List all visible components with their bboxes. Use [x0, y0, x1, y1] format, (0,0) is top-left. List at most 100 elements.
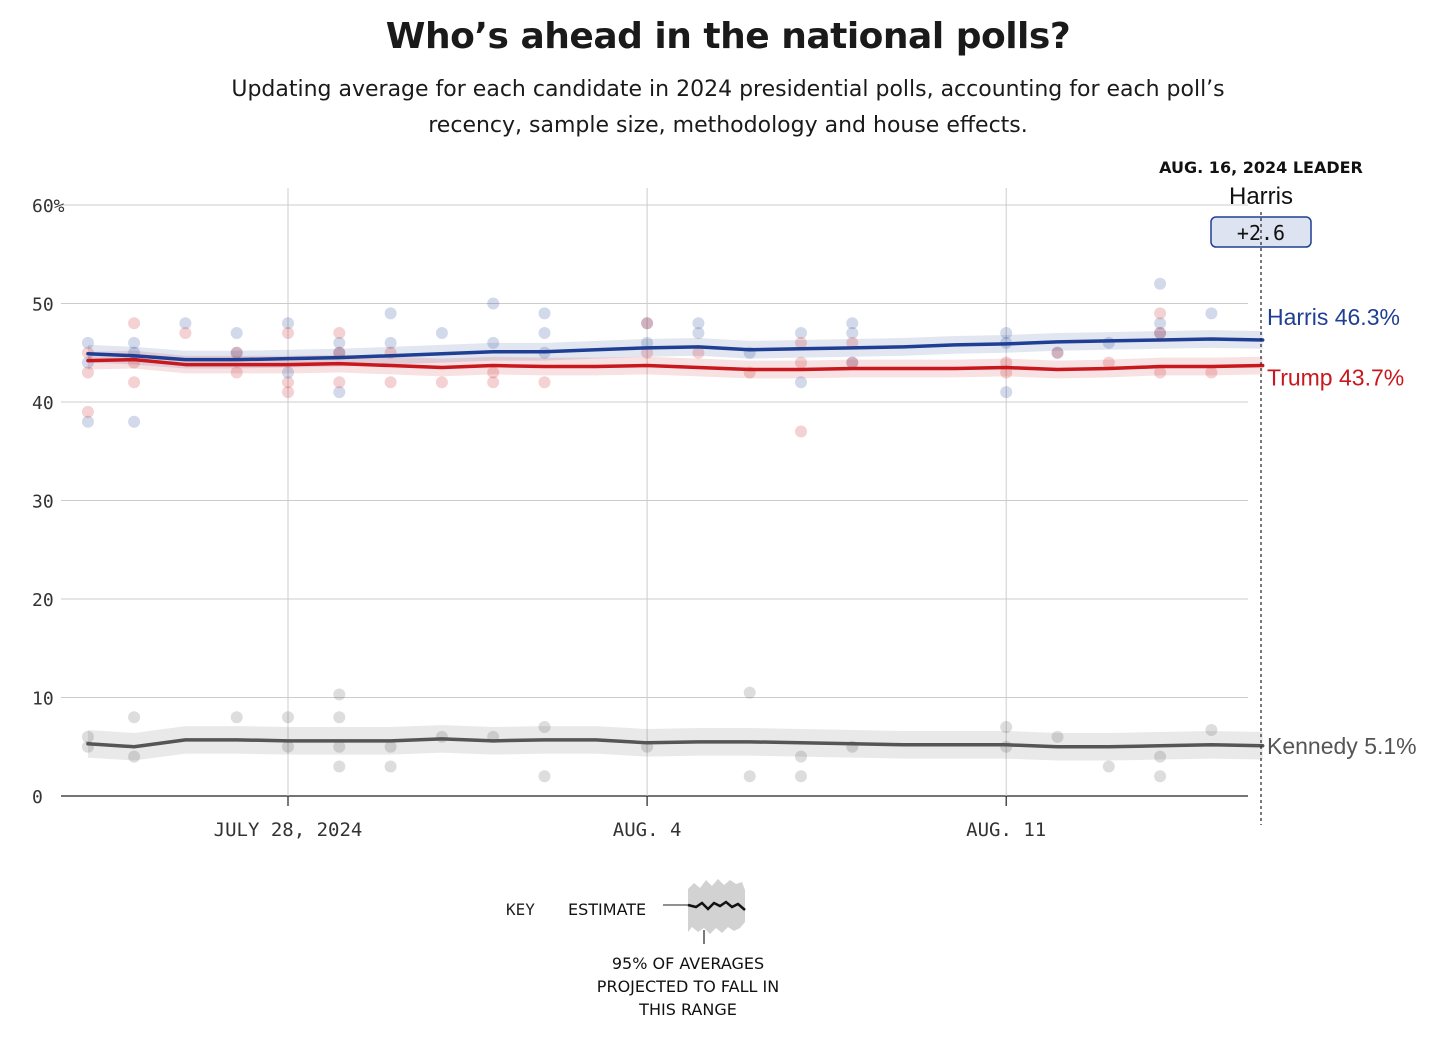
poll-dot-trump: [1205, 366, 1218, 379]
key-label: KEY: [506, 900, 535, 919]
poll-dot-trump: [795, 336, 807, 349]
poll-dot-harris: [1154, 317, 1167, 330]
poll-dot-harris: [1102, 336, 1115, 349]
poll-dot-trump: [795, 425, 807, 438]
poll-dot-kennedy: [81, 730, 94, 743]
average-lines: [86, 337, 1265, 749]
average-line-harris: [86, 337, 1265, 362]
end-label-harris: Harris 46.3%: [1267, 304, 1400, 330]
poll-dot-trump: [641, 346, 654, 359]
grid-lines: [61, 188, 1248, 806]
key-estimate-label: ESTIMATE: [568, 900, 646, 919]
key-range-note-2: PROJECTED TO FALL IN: [597, 977, 779, 996]
poll-dot-harris: [435, 327, 448, 340]
poll-dot-kennedy: [128, 711, 141, 724]
poll-dot-kennedy: [333, 740, 346, 753]
poll-dot-harris: [282, 317, 294, 330]
poll-dot-kennedy: [384, 740, 397, 753]
poll-dot-kennedy: [538, 721, 551, 734]
poll-dot-harris: [179, 317, 192, 330]
poll-dot-trump: [282, 327, 294, 340]
y-tick-label: 40: [32, 393, 54, 414]
average-line-kennedy: [86, 737, 1265, 749]
y-tick-label: 10: [32, 689, 54, 710]
x-tick-label: JULY 28, 2024: [214, 819, 363, 841]
end-label-kennedy: Kennedy 5.1%: [1267, 733, 1417, 759]
poll-dot-harris: [333, 346, 346, 359]
poll-dot-kennedy: [333, 688, 346, 701]
key-range-note-3: THIS RANGE: [638, 1000, 737, 1019]
poll-dot-harris: [795, 327, 807, 340]
poll-dot-harris: [846, 356, 859, 369]
poll-dot-kennedy: [1205, 724, 1218, 737]
poll-dot-kennedy: [795, 770, 807, 783]
x-tick-label: AUG. 11: [966, 819, 1046, 841]
poll-dot-kennedy: [1051, 730, 1064, 743]
poll-dot-harris: [1154, 277, 1167, 290]
poll-dot-trump: [487, 366, 500, 379]
poll-dot-harris: [384, 307, 397, 320]
leader-name: Harris: [1229, 183, 1293, 210]
poll-dot-trump: [81, 405, 94, 418]
poll-dot-kennedy: [538, 770, 551, 783]
poll-dot-trump: [487, 376, 500, 389]
poll-dot-trump: [333, 346, 346, 359]
poll-dot-trump: [179, 327, 192, 340]
key-range-note-1: 95% OF AVERAGES: [612, 954, 764, 973]
poll-dot-trump: [230, 346, 243, 359]
y-tick-label: 60%: [32, 196, 65, 217]
legend-key: KEY ESTIMATE 95% OF AVERAGES PROJECTED T…: [506, 879, 779, 1019]
poll-dot-trump: [1154, 307, 1167, 320]
poll-dot-trump: [641, 317, 654, 330]
poll-dot-harris: [282, 366, 294, 379]
poll-dot-harris: [333, 386, 346, 399]
chart-subtitle: Updating average for each candidate in 2…: [231, 77, 1225, 138]
poll-dot-harris: [641, 317, 654, 330]
poll-dot-harris: [538, 327, 551, 340]
poll-dot-trump: [230, 366, 243, 379]
confidence-bands: [87, 330, 1263, 761]
poll-dot-kennedy: [1102, 760, 1115, 773]
poll-dots: [81, 277, 1218, 783]
poll-dot-harris: [846, 317, 859, 330]
poll-dot-harris: [487, 336, 500, 349]
poll-dot-harris: [81, 336, 94, 349]
poll-dot-trump: [1051, 346, 1064, 359]
poll-dot-harris: [641, 336, 654, 349]
poll-dot-kennedy: [1000, 740, 1013, 753]
poll-dot-trump: [435, 376, 448, 389]
poll-dot-kennedy: [1154, 770, 1167, 783]
confidence-band-harris: [87, 330, 1263, 369]
poll-dot-trump: [128, 376, 141, 389]
chart-title: Who’s ahead in the national polls?: [385, 16, 1071, 57]
y-tick-label: 20: [32, 590, 54, 611]
poll-dot-trump: [846, 336, 859, 349]
key-estimate-line: [687, 900, 746, 911]
poll-dot-harris: [1051, 346, 1064, 359]
poll-dot-harris: [333, 336, 346, 349]
y-tick-label: 50: [32, 295, 54, 316]
leader-header: AUG. 16, 2024 LEADER: [1159, 158, 1363, 177]
poll-dot-harris: [1154, 327, 1167, 340]
poll-dot-harris: [846, 327, 859, 340]
poll-dot-kennedy: [743, 770, 756, 783]
poll-dot-trump: [81, 366, 94, 379]
poll-dot-kennedy: [128, 750, 141, 763]
x-tick-label: AUG. 4: [613, 819, 682, 841]
poll-dot-kennedy: [1154, 750, 1167, 763]
poll-dot-kennedy: [1000, 721, 1013, 734]
poll-dot-trump: [128, 317, 141, 330]
poll-dot-kennedy: [282, 711, 294, 724]
poll-dot-trump: [1000, 356, 1013, 369]
poll-dot-trump: [692, 346, 705, 359]
poll-dot-trump: [538, 376, 551, 389]
poll-dot-harris: [1205, 307, 1218, 320]
poll-dot-kennedy: [435, 730, 448, 743]
poll-dot-kennedy: [282, 740, 294, 753]
axis-labels: 0 10 20 30 40 50 60% JULY 28, 2024 AUG. 4 AUG. 11…: [32, 196, 1417, 841]
poll-dot-harris: [795, 376, 807, 389]
poll-dot-kennedy: [384, 760, 397, 773]
poll-dot-trump: [795, 356, 807, 369]
poll-dot-kennedy: [333, 711, 346, 724]
